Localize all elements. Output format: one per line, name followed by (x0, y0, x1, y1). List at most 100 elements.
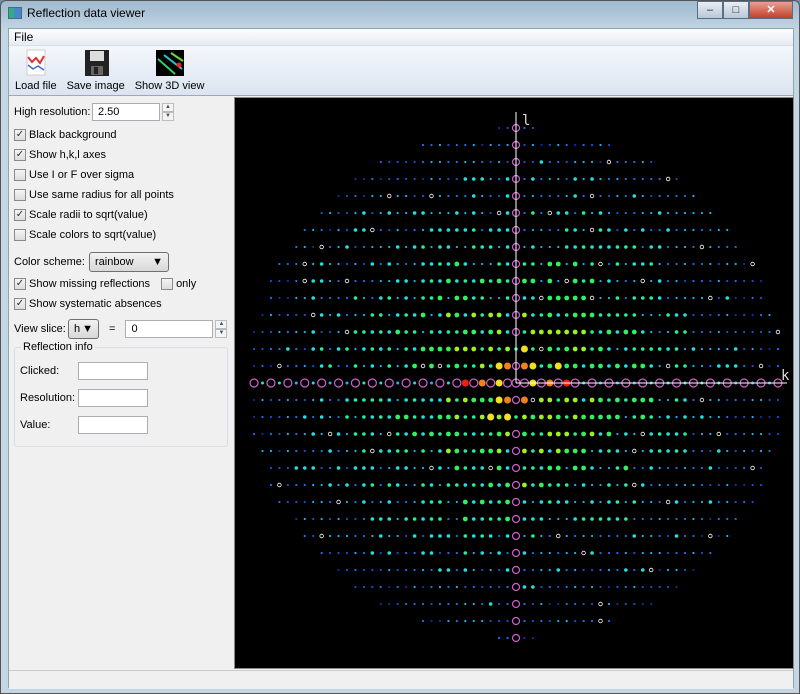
reflection[interactable] (531, 551, 534, 555)
reflection[interactable] (590, 551, 594, 555)
reflection[interactable] (540, 568, 543, 572)
reflection[interactable] (590, 619, 594, 623)
reflection[interactable] (480, 330, 484, 334)
reflection[interactable] (396, 381, 400, 385)
reflection[interactable] (683, 466, 687, 470)
reflection[interactable] (446, 381, 450, 385)
reflection[interactable] (354, 347, 357, 351)
reflection[interactable] (337, 568, 340, 572)
reflection[interactable] (471, 500, 476, 504)
reflection[interactable] (700, 296, 703, 300)
reflection[interactable] (606, 431, 612, 437)
reflection[interactable] (362, 211, 366, 215)
reflection[interactable] (581, 364, 586, 368)
reflection[interactable] (353, 398, 358, 402)
reflection[interactable] (488, 500, 493, 504)
reflection[interactable] (480, 313, 484, 317)
reflection[interactable] (362, 381, 366, 385)
reflection[interactable] (413, 194, 416, 198)
systematic-absence[interactable] (488, 465, 493, 471)
reflection[interactable] (624, 568, 628, 572)
reflection[interactable] (303, 228, 306, 232)
reflection[interactable] (582, 228, 585, 232)
reflection[interactable] (379, 279, 382, 283)
reflection[interactable] (590, 466, 594, 470)
show-missing-checkbox[interactable]: ✓ (14, 278, 26, 290)
reflection[interactable] (709, 330, 712, 334)
reflection[interactable] (564, 500, 569, 504)
reflection[interactable] (616, 483, 619, 487)
reflection[interactable] (362, 466, 366, 470)
reflection[interactable] (430, 177, 433, 181)
reflection[interactable] (269, 330, 273, 334)
reflection[interactable] (311, 296, 315, 300)
reflection[interactable] (388, 245, 391, 249)
reflection[interactable] (557, 228, 560, 232)
reflection[interactable] (589, 397, 595, 403)
reflection[interactable] (345, 517, 349, 521)
systematic-absence[interactable] (496, 210, 502, 216)
reflection[interactable] (506, 551, 509, 555)
reflection[interactable] (497, 500, 501, 504)
reflection[interactable] (555, 329, 561, 335)
reflection[interactable] (421, 228, 425, 232)
reflection[interactable] (498, 585, 501, 589)
reflection[interactable] (708, 500, 713, 504)
reflection[interactable] (624, 517, 628, 521)
reflection[interactable] (751, 483, 754, 487)
reflection[interactable] (599, 160, 602, 164)
reflection[interactable] (743, 432, 746, 436)
reflection[interactable] (328, 364, 332, 368)
reflection[interactable] (598, 245, 603, 249)
reflection[interactable] (379, 228, 382, 232)
reflection[interactable] (572, 278, 578, 284)
reflection[interactable] (404, 330, 408, 334)
reflection[interactable] (616, 279, 619, 283)
reflection[interactable] (641, 313, 644, 317)
reflection[interactable] (379, 347, 383, 351)
reflection[interactable] (548, 449, 552, 453)
reflection[interactable] (488, 312, 494, 318)
reflection[interactable] (531, 602, 534, 606)
reflection[interactable] (590, 262, 594, 266)
reflection[interactable] (540, 585, 543, 589)
reflection[interactable] (683, 415, 687, 419)
reflection[interactable] (734, 415, 737, 419)
reflection[interactable] (548, 551, 551, 555)
reflection[interactable] (734, 398, 737, 402)
systematic-absence[interactable] (429, 193, 434, 199)
reflection[interactable] (328, 449, 332, 453)
reflection[interactable] (462, 295, 468, 301)
missing-reflection[interactable] (511, 395, 521, 405)
reflection[interactable] (709, 262, 712, 266)
reflection[interactable] (557, 245, 560, 249)
reflection[interactable] (446, 483, 451, 487)
reflection[interactable] (717, 534, 720, 538)
reflection[interactable] (472, 143, 475, 147)
reflection[interactable] (489, 194, 492, 198)
reflection[interactable] (430, 211, 433, 215)
reflection[interactable] (438, 279, 442, 283)
reflection[interactable] (252, 398, 256, 402)
reflection[interactable] (337, 517, 340, 521)
reflection[interactable] (312, 415, 315, 419)
reflection[interactable] (531, 194, 534, 198)
reflection[interactable] (388, 602, 391, 606)
reflection[interactable] (624, 483, 628, 487)
reflection[interactable] (565, 619, 568, 623)
reflection[interactable] (370, 364, 375, 368)
missing-reflection[interactable] (384, 378, 394, 388)
reflection[interactable] (311, 347, 315, 351)
reflection[interactable] (337, 262, 340, 266)
reflection[interactable] (261, 381, 264, 385)
reflection[interactable] (540, 228, 543, 232)
reflection[interactable] (539, 517, 544, 521)
reflection[interactable] (488, 279, 493, 283)
reflection[interactable] (633, 466, 636, 470)
reflection[interactable] (463, 364, 468, 368)
reflection[interactable] (692, 313, 695, 317)
reflection[interactable] (286, 415, 289, 419)
reflection[interactable] (582, 602, 585, 606)
reflection[interactable] (472, 551, 475, 555)
reflection[interactable] (547, 329, 553, 335)
